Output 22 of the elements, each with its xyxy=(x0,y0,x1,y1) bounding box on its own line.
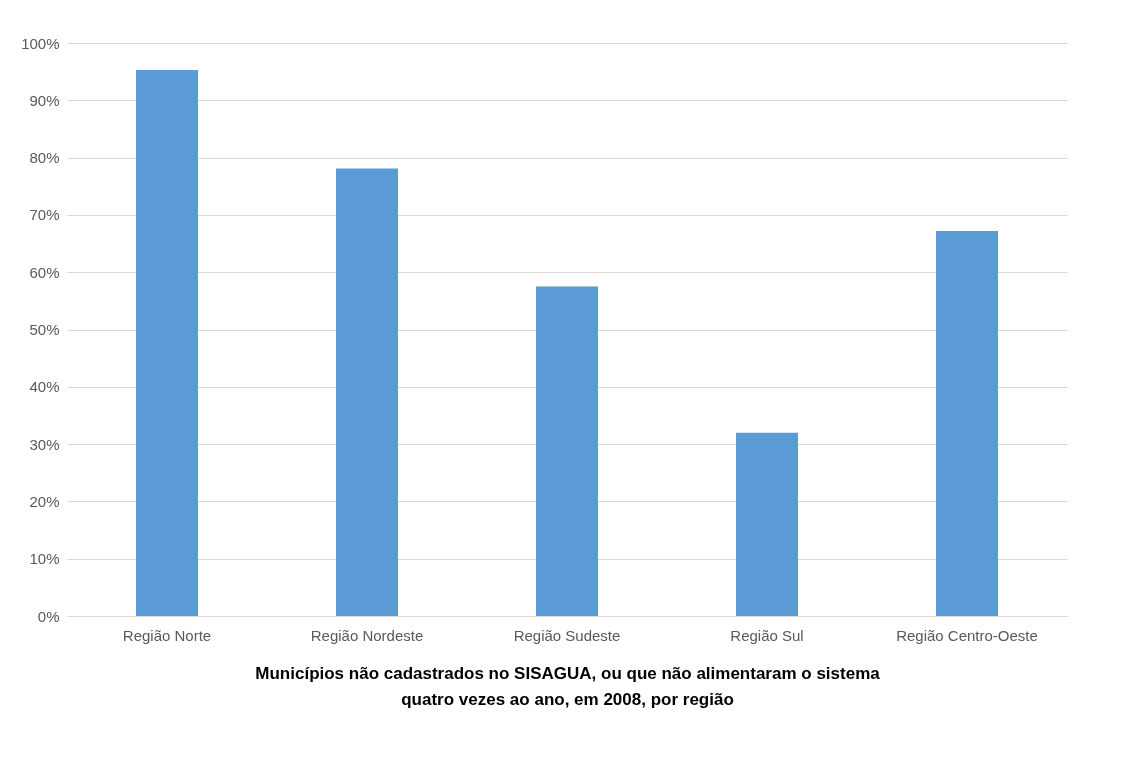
y-tick-label: 60% xyxy=(29,263,60,281)
x-tick-label: Região Nordeste xyxy=(310,626,424,644)
x-tick-label: Região Sul xyxy=(730,626,804,644)
y-tick-label: 0% xyxy=(37,607,60,625)
y-tick-label: 100% xyxy=(21,34,60,52)
x-tick-label: Região Sudeste xyxy=(513,626,621,644)
x-tick-label: Região Norte xyxy=(122,626,212,644)
y-tick-label: 30% xyxy=(29,435,60,453)
y-tick-label: 40% xyxy=(29,378,60,396)
y-tick-label: 80% xyxy=(29,149,60,167)
x-tick-label: Região Centro-Oeste xyxy=(896,626,1038,644)
y-tick-label: 70% xyxy=(29,206,60,224)
bar xyxy=(736,432,798,616)
y-tick-label: 10% xyxy=(29,550,60,568)
y-tick-label: 20% xyxy=(29,492,60,510)
bar xyxy=(336,168,398,616)
bar xyxy=(136,69,198,616)
y-tick-label: 90% xyxy=(29,91,60,109)
bar xyxy=(536,286,598,616)
x-axis-title: Municípios não cadastrados no SISAGUA, ou que não alimentaram o sistema quatro vezes ao ano, em 2008, por região xyxy=(255,663,881,709)
y-tick-label: 50% xyxy=(29,321,60,338)
bar xyxy=(936,230,998,616)
